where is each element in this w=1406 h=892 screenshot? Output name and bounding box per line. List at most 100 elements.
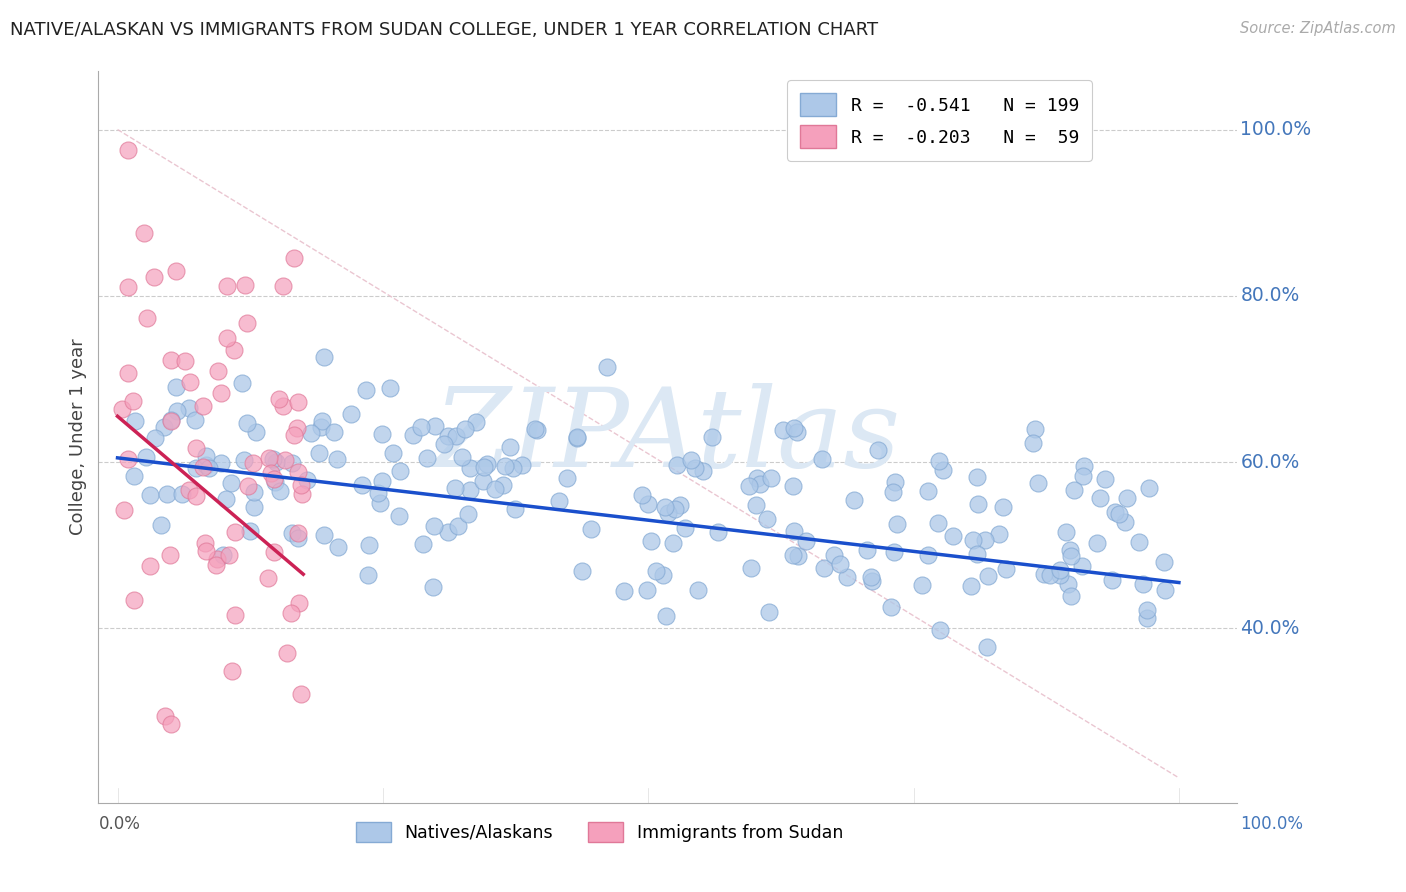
Point bbox=[267, 392, 290, 406]
Point bbox=[747, 471, 769, 485]
Point bbox=[378, 381, 401, 395]
Point bbox=[783, 524, 806, 538]
Point bbox=[962, 533, 984, 548]
Point bbox=[759, 471, 782, 485]
Point bbox=[636, 583, 658, 598]
Point bbox=[179, 401, 201, 416]
Point bbox=[117, 280, 139, 294]
Point bbox=[371, 427, 394, 442]
Point bbox=[242, 457, 264, 471]
Point bbox=[159, 352, 181, 367]
Point bbox=[290, 478, 312, 492]
Point bbox=[198, 461, 221, 475]
Point bbox=[772, 424, 794, 438]
Point bbox=[356, 568, 378, 582]
Point bbox=[794, 534, 817, 549]
Point bbox=[309, 420, 332, 434]
Point bbox=[1154, 583, 1177, 598]
Point bbox=[354, 384, 377, 398]
Point bbox=[194, 536, 217, 550]
Point bbox=[173, 354, 195, 368]
Point bbox=[269, 484, 291, 499]
Text: NATIVE/ALASKAN VS IMMIGRANTS FROM SUDAN COLLEGE, UNDER 1 YEAR CORRELATION CHART: NATIVE/ALASKAN VS IMMIGRANTS FROM SUDAN … bbox=[10, 21, 877, 38]
Point bbox=[357, 538, 380, 552]
Point bbox=[122, 469, 145, 483]
Point bbox=[1136, 602, 1159, 616]
Point bbox=[260, 466, 283, 480]
Point bbox=[931, 463, 953, 477]
Point bbox=[928, 623, 950, 637]
Point bbox=[412, 536, 434, 550]
Point bbox=[664, 502, 686, 516]
Point bbox=[262, 452, 284, 467]
Point bbox=[283, 428, 305, 442]
Point bbox=[243, 485, 266, 500]
Point bbox=[758, 605, 780, 619]
Point bbox=[510, 458, 533, 472]
Point bbox=[212, 548, 235, 562]
Point bbox=[314, 350, 336, 364]
Point bbox=[138, 558, 160, 573]
Point bbox=[160, 413, 183, 427]
Point bbox=[224, 525, 246, 540]
Point bbox=[883, 475, 905, 490]
Point bbox=[184, 413, 207, 427]
Point bbox=[1153, 556, 1175, 570]
Point bbox=[159, 716, 181, 731]
Point bbox=[673, 521, 696, 535]
Point bbox=[285, 421, 308, 435]
Point bbox=[571, 564, 593, 578]
Point bbox=[239, 524, 262, 539]
Point bbox=[655, 609, 678, 624]
Point bbox=[143, 432, 166, 446]
Point bbox=[433, 436, 456, 450]
Point bbox=[1128, 535, 1150, 549]
Point bbox=[966, 498, 988, 512]
Point bbox=[204, 558, 226, 572]
Point bbox=[966, 470, 988, 484]
Point bbox=[340, 407, 363, 421]
Point bbox=[1085, 536, 1108, 550]
Point bbox=[856, 542, 879, 557]
Point bbox=[596, 360, 619, 375]
Point bbox=[454, 422, 477, 436]
Text: 0.0%: 0.0% bbox=[98, 815, 141, 833]
Point bbox=[1088, 491, 1111, 506]
Point bbox=[976, 640, 998, 654]
Point bbox=[232, 453, 254, 467]
Point bbox=[994, 562, 1017, 576]
Point bbox=[326, 451, 349, 466]
Point bbox=[782, 548, 804, 562]
Point bbox=[830, 558, 852, 572]
Point bbox=[111, 401, 134, 416]
Point bbox=[159, 548, 181, 562]
Point bbox=[966, 547, 988, 561]
Point bbox=[193, 460, 215, 475]
Point bbox=[844, 492, 866, 507]
Text: 60.0%: 60.0% bbox=[1240, 452, 1299, 472]
Point bbox=[243, 500, 266, 514]
Point bbox=[139, 488, 162, 502]
Point bbox=[215, 331, 238, 345]
Point bbox=[1054, 525, 1077, 540]
Point bbox=[447, 519, 470, 533]
Point bbox=[153, 419, 176, 434]
Point bbox=[437, 428, 460, 442]
Point bbox=[371, 475, 394, 489]
Point bbox=[281, 526, 304, 541]
Point bbox=[928, 454, 950, 468]
Point bbox=[195, 458, 218, 472]
Point bbox=[1049, 562, 1071, 576]
Point bbox=[264, 455, 287, 469]
Point bbox=[662, 536, 685, 550]
Point bbox=[613, 583, 636, 598]
Point bbox=[150, 517, 173, 532]
Point bbox=[783, 421, 806, 435]
Point bbox=[245, 425, 267, 440]
Point bbox=[177, 483, 200, 497]
Point bbox=[700, 430, 723, 444]
Point bbox=[235, 277, 257, 292]
Point bbox=[1073, 458, 1095, 473]
Point bbox=[222, 343, 245, 357]
Point bbox=[271, 399, 294, 413]
